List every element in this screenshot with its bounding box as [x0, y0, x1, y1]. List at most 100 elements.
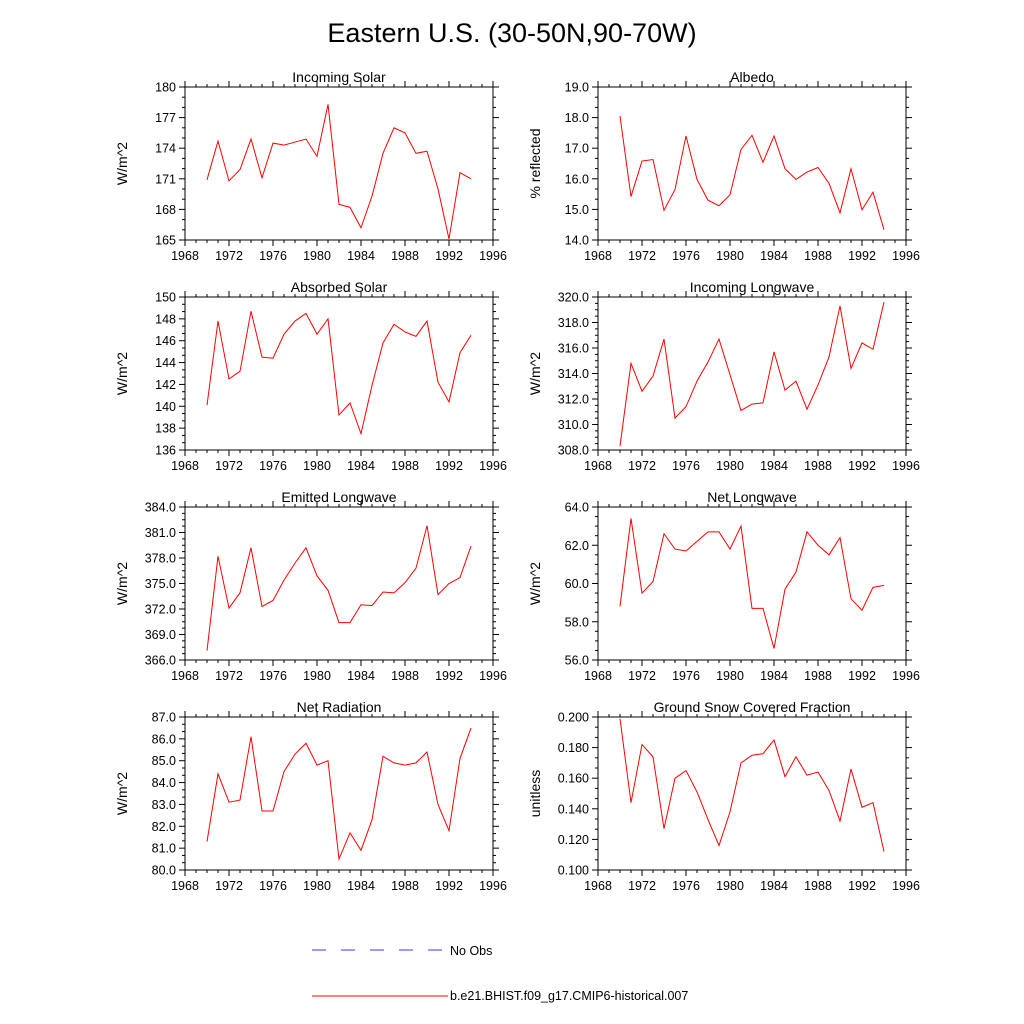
chart-panel: Absorbed Solar 1968 1972 1976 1980 1984 1988 19… [114, 279, 507, 473]
chart-panel: Emitted Longwave 1968 1972 1976 1980 1984 1988… [114, 489, 507, 683]
x-tick-label: 1988 [391, 669, 419, 683]
series-line [206, 311, 472, 436]
x-tick-label: 1976 [259, 459, 287, 473]
x-tick-label: 1972 [215, 879, 243, 893]
y-tick-label: 148 [155, 312, 176, 326]
y-axis-label: % reflected [527, 128, 543, 198]
y-tick-label: 81.0 [152, 842, 176, 856]
chart-panel: Ground Snow Covered Fraction 1968 1972 1976… [527, 699, 920, 893]
plot-frame [597, 716, 907, 871]
x-tick-label: 1972 [628, 669, 656, 683]
y-tick-label: 142 [155, 378, 176, 392]
y-tick-label: 19.0 [565, 81, 589, 95]
y-tick-label: 14.0 [565, 234, 589, 248]
plot-frame [184, 506, 494, 661]
y-tick-label: 378.0 [145, 552, 176, 566]
y-tick-label: 0.100 [558, 864, 589, 878]
y-tick-label: 56.0 [565, 654, 589, 668]
y-axis-label: W/m^2 [114, 772, 130, 815]
x-tick-label: 1996 [892, 879, 920, 893]
x-tick-label: 1984 [347, 249, 375, 263]
series-line [619, 116, 885, 231]
x-tick-label: 1988 [391, 249, 419, 263]
y-tick-label: 136 [155, 444, 176, 458]
y-tick-label: 381.0 [145, 526, 176, 540]
y-tick-label: 0.180 [558, 741, 589, 755]
y-axis-label: W/m^2 [114, 142, 130, 185]
x-tick-label: 1992 [435, 249, 463, 263]
x-tick-label: 1988 [391, 459, 419, 473]
x-tick-label: 1980 [716, 669, 744, 683]
x-tick-label: 1984 [760, 669, 788, 683]
x-tick-label: 1976 [672, 249, 700, 263]
y-tick-label: 16.0 [565, 172, 589, 186]
y-tick-label: 0.140 [558, 802, 589, 816]
y-tick-label: 312.0 [558, 393, 589, 407]
series-line [206, 104, 472, 240]
x-tick-label: 1992 [435, 459, 463, 473]
y-tick-label: 150 [155, 291, 176, 305]
panels: Incoming Solar 1968 1972 1976 1980 1984 1988 19… [114, 69, 920, 893]
y-tick-label: 146 [155, 334, 176, 348]
chart-panel: Incoming Longwave 1968 1972 1976 1980 1984 198… [527, 279, 920, 473]
y-axis-label: W/m^2 [527, 562, 543, 605]
x-tick-label: 1988 [804, 249, 832, 263]
x-tick-label: 1968 [584, 459, 612, 473]
x-tick-label: 1972 [628, 459, 656, 473]
x-tick-label: 1984 [347, 459, 375, 473]
x-tick-label: 1980 [716, 249, 744, 263]
x-tick-label: 1972 [215, 459, 243, 473]
y-tick-label: 318.0 [558, 316, 589, 330]
x-tick-label: 1976 [672, 879, 700, 893]
y-tick-label: 177 [155, 111, 176, 125]
x-tick-label: 1988 [804, 459, 832, 473]
x-tick-label: 1988 [804, 879, 832, 893]
y-tick-label: 144 [155, 356, 176, 370]
x-tick-label: 1980 [303, 249, 331, 263]
plot-frame [597, 506, 907, 661]
series-line [619, 718, 885, 852]
y-tick-label: 308.0 [558, 444, 589, 458]
x-tick-label: 1992 [848, 879, 876, 893]
y-tick-label: 18.0 [565, 111, 589, 125]
chart-panel: Net Longwave 1968 1972 1976 1980 1984 1988 1992… [527, 489, 920, 683]
y-tick-label: 168 [155, 203, 176, 217]
x-tick-label: 1992 [848, 249, 876, 263]
y-tick-label: 17.0 [565, 142, 589, 156]
y-tick-label: 0.120 [558, 833, 589, 847]
y-tick-label: 372.0 [145, 603, 176, 617]
y-tick-label: 316.0 [558, 342, 589, 356]
x-tick-label: 1984 [760, 459, 788, 473]
chart-panel: Net Radiation 1968 1972 1976 1980 1984 1988 199… [114, 699, 507, 893]
x-tick-label: 1984 [760, 879, 788, 893]
series-line [619, 301, 885, 447]
y-tick-label: 174 [155, 142, 176, 156]
y-tick-label: 83.0 [152, 798, 176, 812]
legend: No Obs b.e21.BHIST.f09_g17.CMIP6-histori… [312, 944, 688, 1003]
y-tick-label: 310.0 [558, 418, 589, 432]
y-tick-label: 0.160 [558, 772, 589, 786]
y-axis-label: W/m^2 [114, 352, 130, 395]
y-tick-label: 80.0 [152, 864, 176, 878]
chart-title: Incoming Longwave [690, 279, 815, 295]
x-tick-label: 1972 [628, 879, 656, 893]
figure-title: Eastern U.S. (30-50N,90-70W) [327, 18, 696, 48]
y-tick-label: 171 [155, 172, 176, 186]
y-tick-label: 86.0 [152, 732, 176, 746]
y-axis-label: unitless [527, 770, 543, 817]
series-line [206, 525, 472, 651]
x-tick-label: 1968 [171, 669, 199, 683]
x-tick-label: 1976 [672, 669, 700, 683]
x-tick-label: 1992 [435, 669, 463, 683]
chart-title: Net Radiation [297, 699, 382, 715]
x-tick-label: 1968 [171, 879, 199, 893]
legend-no-obs-label: No Obs [450, 944, 492, 958]
y-tick-label: 64.0 [565, 501, 589, 515]
x-tick-label: 1996 [892, 669, 920, 683]
y-tick-label: 384.0 [145, 501, 176, 515]
x-tick-label: 1980 [716, 879, 744, 893]
y-tick-label: 314.0 [558, 367, 589, 381]
chart-title: Absorbed Solar [291, 279, 388, 295]
plot-frame [184, 86, 494, 241]
y-axis-label: W/m^2 [527, 352, 543, 395]
